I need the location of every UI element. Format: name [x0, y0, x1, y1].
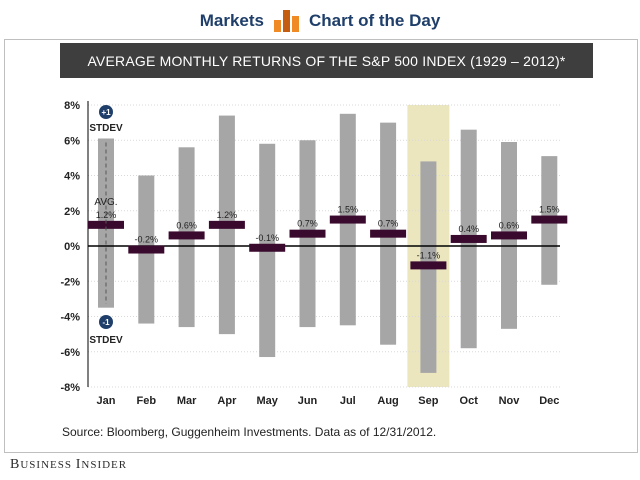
y-tick-label: -2%: [60, 276, 80, 288]
x-category-label: Dec: [539, 395, 559, 407]
avg-marker: [491, 231, 527, 240]
avg-value-label: 0.7%: [378, 219, 399, 229]
plus-stdev-badge-text: +1: [101, 108, 111, 117]
avg-marker: [249, 243, 286, 252]
avg-value-label: 1.5%: [338, 205, 359, 215]
y-tick-label: 2%: [64, 206, 80, 218]
publisher-word-nsider: NSIDER: [81, 459, 128, 471]
x-category-label: Jul: [340, 395, 356, 407]
avg-marker: [531, 215, 568, 224]
y-tick-label: 4%: [64, 171, 80, 183]
publisher-word-usiness: USINESS: [20, 459, 76, 471]
avg-marker: [168, 231, 205, 240]
source-note: Source: Bloomberg, Guggenheim Investment…: [62, 425, 437, 439]
header-brand: Markets: [199, 11, 264, 30]
chart-logo-icon: [273, 10, 299, 32]
avg-value-label: 1.5%: [539, 205, 560, 215]
avg-value-label: 1.2%: [217, 210, 238, 220]
x-category-label: Oct: [460, 395, 479, 407]
avg-marker: [88, 220, 124, 229]
avg-value-label: -1.1%: [417, 250, 441, 260]
avg-marker: [128, 245, 165, 254]
plus-stdev-label: STDEV: [89, 123, 123, 134]
avg-value-label: 0.4%: [458, 224, 479, 234]
y-tick-label: 8%: [64, 100, 80, 112]
avg-marker: [289, 229, 326, 238]
x-category-label: Nov: [499, 395, 521, 407]
publisher-logo: BUSINESS INSIDER: [10, 457, 127, 473]
avg-marker: [370, 229, 407, 238]
x-category-label: Feb: [137, 395, 157, 407]
y-tick-label: -8%: [60, 382, 80, 394]
header-section: Chart of the Day: [308, 11, 441, 30]
avg-value-label: 0.6%: [176, 220, 197, 230]
x-category-label: May: [256, 395, 278, 407]
y-tick-label: 0%: [64, 241, 80, 253]
x-category-label: Jan: [97, 395, 116, 407]
x-category-label: Apr: [217, 395, 237, 407]
avg-value-label: -0.2%: [135, 235, 159, 245]
avg-value-label: -0.1%: [255, 233, 279, 243]
avg-marker: [450, 234, 487, 243]
minus-stdev-label: STDEV: [89, 335, 123, 346]
avg-marker: [410, 261, 447, 270]
plus-stdev-badge: [99, 105, 113, 119]
publisher-letter-i: I: [75, 457, 82, 472]
avg-marker: [208, 220, 245, 229]
publisher-letter-b: B: [10, 457, 21, 472]
avg-value-label: 0.6%: [499, 220, 520, 230]
y-tick-label: 6%: [64, 135, 80, 147]
x-category-label: Sep: [418, 395, 438, 407]
avg-marker: [329, 215, 366, 224]
x-category-label: Mar: [177, 395, 197, 407]
avg-annotation-label: AVG.: [94, 197, 117, 208]
avg-value-label: 0.7%: [297, 219, 318, 229]
x-category-label: Jun: [298, 395, 318, 407]
y-tick-label: -6%: [60, 347, 80, 359]
header: Markets Chart of the Day: [0, 6, 640, 36]
minus-stdev-badge-text: -1: [102, 318, 110, 327]
chart-title: AVERAGE MONTHLY RETURNS OF THE S&P 500 I…: [60, 43, 593, 78]
x-category-label: Aug: [377, 395, 398, 407]
minus-stdev-badge: [99, 315, 113, 329]
y-tick-label: -4%: [60, 312, 80, 324]
